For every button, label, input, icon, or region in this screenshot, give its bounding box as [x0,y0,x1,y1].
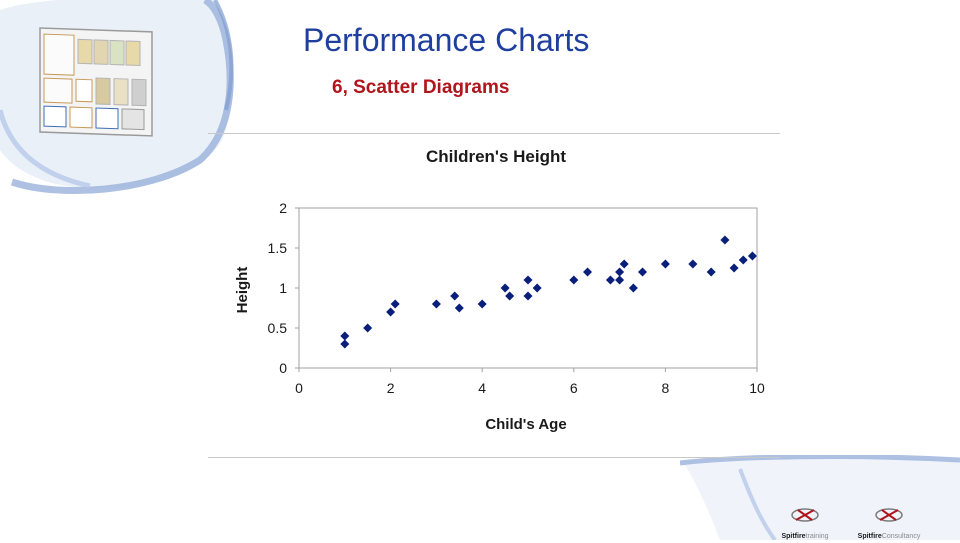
data-point [363,323,373,333]
chart-title: Children's Height [426,147,566,166]
logo-brand-2: Spitfire [857,533,882,540]
data-point [477,299,487,309]
y-axis-label: Height [234,267,251,314]
data-point [532,283,542,293]
data-point [738,255,748,265]
x-tick-label: 10 [749,380,765,396]
data-point [450,291,460,301]
data-point [688,259,698,269]
slide-title: Performance Charts [303,22,590,58]
data-point [605,275,615,285]
data-point [615,267,625,277]
plot-frame [298,207,758,369]
spitfire-training-logo: Spitfiretraining [772,507,838,543]
data-point [523,291,533,301]
x-tick-label: 8 [662,380,670,396]
data-point [386,307,396,317]
scatter-chart: Children's Height 0 0.5 1 1.5 2 0 2 4 6 8 10 Child… [234,147,765,433]
data-point [569,275,579,285]
data-point [660,259,670,269]
data-point [706,267,716,277]
y-tick-label: 2 [279,200,287,216]
slide-subtitle: 6, Scatter Diagrams [332,77,510,98]
x-tick-label: 4 [478,380,486,396]
plot-area: 0 0.5 1 1.5 2 0 2 4 6 8 10 [268,200,765,396]
data-point [390,299,400,309]
x-tick-label: 6 [570,380,578,396]
data-point [431,299,441,309]
logo-brand-1: Spitfire [781,533,806,540]
x-tick-label: 2 [387,380,395,396]
spitfire-consultancy-logo: SpitfireConsultancy [846,507,932,543]
x-tick-label: 0 [295,380,303,396]
corner-swirl-decoration [680,455,960,540]
y-tick-label: 0.5 [268,320,288,336]
spitfire-mark-icon [875,508,903,522]
data-point [747,251,757,261]
data-point [628,283,638,293]
data-point [729,263,739,273]
y-tick-label: 1.5 [268,240,288,256]
data-point [340,331,350,341]
whiteboard-thumbnail-decoration [0,0,235,195]
data-point [615,275,625,285]
x-axis-label: Child's Age [485,416,566,433]
data-point [638,267,647,277]
logo-suffix-2: Consultancy [881,533,921,540]
data-point [505,291,515,301]
bottom-divider [208,457,780,458]
y-tick-label: 0 [279,360,287,376]
y-tick-label: 1 [279,280,287,296]
data-point [454,303,464,313]
data-point [619,259,629,269]
top-divider [208,133,780,134]
data-point [500,283,510,293]
data-point [720,235,730,245]
data-point [340,339,350,349]
logo-suffix-1: training [805,533,829,540]
spitfire-mark-icon [791,508,819,522]
data-point [523,275,533,285]
data-point [583,267,593,277]
